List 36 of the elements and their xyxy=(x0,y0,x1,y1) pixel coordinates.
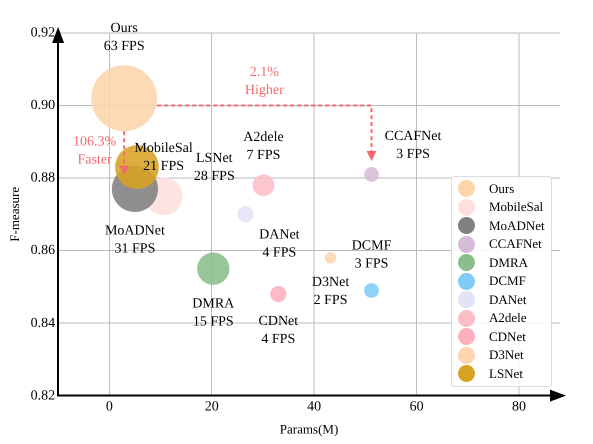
legend-label: MoADNet xyxy=(489,218,545,234)
legend-label: A2dele xyxy=(489,310,527,326)
legend-label: CDNet xyxy=(489,328,526,345)
annotation: 2.1% Higher xyxy=(244,65,284,98)
legend-label: DCMF xyxy=(489,273,526,290)
y-axis-title: F-measure xyxy=(7,186,22,242)
y-tick-label: 0.90 xyxy=(30,98,56,114)
legend-label: Ours xyxy=(489,180,514,197)
annotation: D3Net 2 FPS xyxy=(312,275,350,308)
annotation: CDNet 4 FPS xyxy=(258,314,298,347)
legend-label: DMRA xyxy=(489,254,528,271)
y-tick-label: 0.84 xyxy=(30,316,56,331)
x-tick-label: 0 xyxy=(106,400,113,415)
legend-label: D3Net xyxy=(489,347,524,364)
annotation: DANet 4 FPS xyxy=(259,228,300,261)
annotation: LSNet 28 FPS xyxy=(194,150,235,184)
legend-label: LSNet xyxy=(489,366,523,382)
x-axis-title: Params(M) xyxy=(280,422,338,437)
y-tick-label: 0.88 xyxy=(30,170,56,186)
legend-label: DANet xyxy=(489,292,527,308)
annotation: DCMF 3 FPS xyxy=(352,238,392,272)
x-tick-label: 40 xyxy=(307,400,322,415)
y-tick-label: 0.82 xyxy=(30,388,56,404)
annotation: 106.3% Faster xyxy=(73,134,116,168)
y-tick-label: 0.92 xyxy=(30,26,56,41)
x-tick-label: 20 xyxy=(204,400,219,415)
legend-label: CCAFNet xyxy=(489,236,542,252)
x-tick-label: 60 xyxy=(410,400,424,415)
annotation: CCAFNet 3 FPS xyxy=(384,129,442,162)
legend-label: MobileSal xyxy=(489,199,544,216)
y-tick-label: 0.86 xyxy=(30,243,56,258)
x-tick-label: 80 xyxy=(512,400,526,415)
annotation: MoADNet 31 FPS xyxy=(104,224,165,257)
annotation: DMRA 15 FPS xyxy=(192,296,236,330)
annotation: Ours 63 FPS xyxy=(104,20,145,54)
annotation: A2dele 7 FPS xyxy=(243,130,284,164)
